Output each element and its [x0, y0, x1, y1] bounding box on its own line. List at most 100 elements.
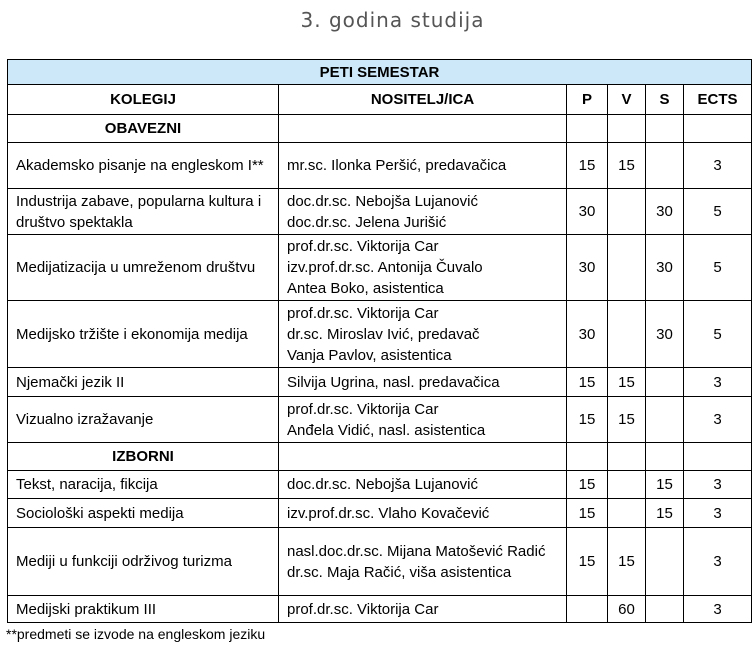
v-cell	[607, 188, 646, 235]
kolegij-cell: Sociološki aspekti medija	[7, 498, 279, 528]
group-label: OBAVEZNI	[7, 114, 279, 143]
empty-cell	[607, 114, 646, 143]
empty-cell	[566, 114, 608, 143]
ects-cell: 5	[682, 188, 753, 235]
empty-cell	[607, 442, 646, 471]
v-cell: 15	[607, 527, 646, 596]
header-v: V	[607, 84, 646, 115]
nositelj-name: prof.dr.sc. Viktorija Car	[287, 238, 439, 255]
s-cell	[645, 595, 684, 623]
p-cell: 15	[566, 527, 608, 596]
empty-cell	[682, 114, 753, 143]
table-row: Vizualno izražavanje prof.dr.sc. Viktori…	[7, 396, 753, 443]
nositelj-cell: doc.dr.sc. Nebojša Lujanović	[278, 470, 567, 499]
s-cell	[645, 396, 684, 443]
table-row: Mediji u funkciji održivog turizma nasl.…	[7, 527, 753, 596]
table-row: Sociološki aspekti medija izv.prof.dr.sc…	[7, 498, 753, 528]
ects-cell: 3	[682, 595, 753, 623]
ects-cell: 3	[682, 527, 753, 596]
nositelj-name: doc.dr.sc. Jelena Jurišić	[287, 213, 447, 231]
nositelj-name: nasl.doc.dr.sc. Mijana Matošević Radić	[287, 542, 546, 560]
p-cell: 30	[566, 188, 608, 235]
header-nositelj: NOSITELJ/ICA	[278, 84, 567, 115]
nositelj-name: Silvija Ugrina, nasl. predavačica	[287, 373, 500, 391]
s-cell	[645, 527, 684, 596]
v-cell	[607, 300, 646, 368]
kolegij-cell: Vizualno izražavanje	[7, 396, 279, 443]
nositelj-cell: mr.sc. Ilonka Peršić, predavačica	[278, 142, 567, 189]
nositelj-cell: prof.dr.sc. Viktorija Car	[278, 595, 567, 623]
page-title: 3. godina studija	[300, 8, 485, 32]
nositelj-name: dr.sc. Miroslav Ivić, predavač	[287, 325, 480, 343]
s-cell: 30	[645, 188, 684, 235]
v-cell: 60	[607, 595, 646, 623]
header-s: S	[645, 84, 684, 115]
v-cell	[607, 234, 646, 301]
nositelj-name: doc.dr.sc. Nebojša Lujanović	[287, 192, 478, 210]
kolegij-cell: Mediji u funkciji održivog turizma	[7, 527, 279, 596]
kolegij-cell: Medijsko tržište i ekonomija medija	[7, 300, 279, 368]
s-cell: 15	[645, 470, 684, 499]
nositelj-cell: Silvija Ugrina, nasl. predavačica	[278, 367, 567, 397]
nositelj-cell: doc.dr.sc. Nebojša Lujanović doc.dr.sc. J…	[278, 188, 567, 235]
nositelj-name: prof.dr.sc. Viktorija Car	[287, 400, 439, 418]
ects-cell: 3	[682, 367, 753, 397]
nositelj-name: prof.dr.sc. Viktorija Car	[287, 304, 439, 322]
nositelj-name: izv.prof.dr.sc. Vlaho Kovačević	[287, 504, 490, 522]
header-ects: ECTS	[682, 84, 753, 115]
s-cell	[645, 142, 684, 189]
semester-row: PETI SEMESTAR	[6, 59, 753, 85]
nositelj-cell: prof.dr.sc. Viktorija Car dr.sc. Miroslav…	[278, 300, 567, 368]
empty-cell	[278, 114, 567, 143]
nositelj-name: Anđela Vidić, nasl. asistentica	[287, 421, 486, 439]
empty-cell	[278, 442, 567, 471]
nositelj-name: mr.sc. Ilonka Peršić, predavačica	[287, 157, 507, 174]
v-cell: 15	[607, 142, 646, 189]
p-cell: 15	[566, 470, 608, 499]
ects-cell: 5	[682, 234, 753, 301]
p-cell: 15	[566, 498, 608, 528]
v-cell: 15	[607, 396, 646, 443]
nositelj-cell: izv.prof.dr.sc. Vlaho Kovačević	[278, 498, 567, 528]
p-cell: 30	[566, 234, 608, 301]
table-row: Njemački jezik II Silvija Ugrina, nasl. …	[7, 367, 753, 397]
group-row: IZBORNI	[7, 442, 753, 471]
kolegij-cell: Tekst, naracija, fikcija	[7, 470, 279, 499]
ects-cell: 3	[682, 142, 753, 189]
kolegij-cell: Njemački jezik II	[7, 367, 279, 397]
nositelj-name: izv.prof.dr.sc. Antonija Čuvalo	[287, 259, 483, 276]
semester-title: PETI SEMESTAR	[6, 59, 753, 85]
v-cell	[607, 470, 646, 499]
ects-cell: 3	[682, 470, 753, 499]
s-cell: 15	[645, 498, 684, 528]
s-cell	[645, 367, 684, 397]
ects-cell: 3	[682, 396, 753, 443]
nositelj-cell: prof.dr.sc. Viktorija Car izv.prof.dr.sc.…	[278, 234, 567, 301]
nositelj-cell: nasl.doc.dr.sc. Mijana Matošević Radić dr…	[278, 527, 567, 596]
nositelj-cell: prof.dr.sc. Viktorija Car Anđela Vidić, n…	[278, 396, 567, 443]
header-row: KOLEGIJ NOSITELJ/ICA P V S ECTS	[7, 84, 753, 115]
empty-cell	[645, 114, 684, 143]
nositelj-name: dr.sc. Maja Račić, viša asistentica	[287, 563, 512, 581]
course-table: PETI SEMESTAR KOLEGIJ NOSITELJ/ICA P V S…	[6, 59, 753, 623]
table-row: Tekst, naracija, fikcija doc.dr.sc. Nebo…	[7, 470, 753, 499]
table-row: Medijski praktikum III prof.dr.sc. Vikto…	[7, 595, 753, 623]
nositelj-name: prof.dr.sc. Viktorija Car	[287, 600, 439, 618]
header-kolegij: KOLEGIJ	[7, 84, 279, 115]
table-row: Medijatizacija u umreženom društvu prof.…	[7, 234, 753, 301]
group-label: IZBORNI	[7, 442, 279, 471]
nositelj-name: Antea Boko, asistentica	[287, 280, 444, 297]
p-cell: 30	[566, 300, 608, 368]
p-cell: 15	[566, 396, 608, 443]
s-cell: 30	[645, 234, 684, 301]
empty-cell	[682, 442, 753, 471]
nositelj-name: doc.dr.sc. Nebojša Lujanović	[287, 476, 478, 493]
empty-cell	[566, 442, 608, 471]
p-cell: 15	[566, 142, 608, 189]
kolegij-cell: Industrija zabave, popularna kultura i d…	[7, 188, 279, 235]
header-p: P	[566, 84, 608, 115]
v-cell	[607, 498, 646, 528]
p-cell: 15	[566, 367, 608, 397]
empty-cell	[645, 442, 684, 471]
group-row: OBAVEZNI	[7, 114, 753, 143]
